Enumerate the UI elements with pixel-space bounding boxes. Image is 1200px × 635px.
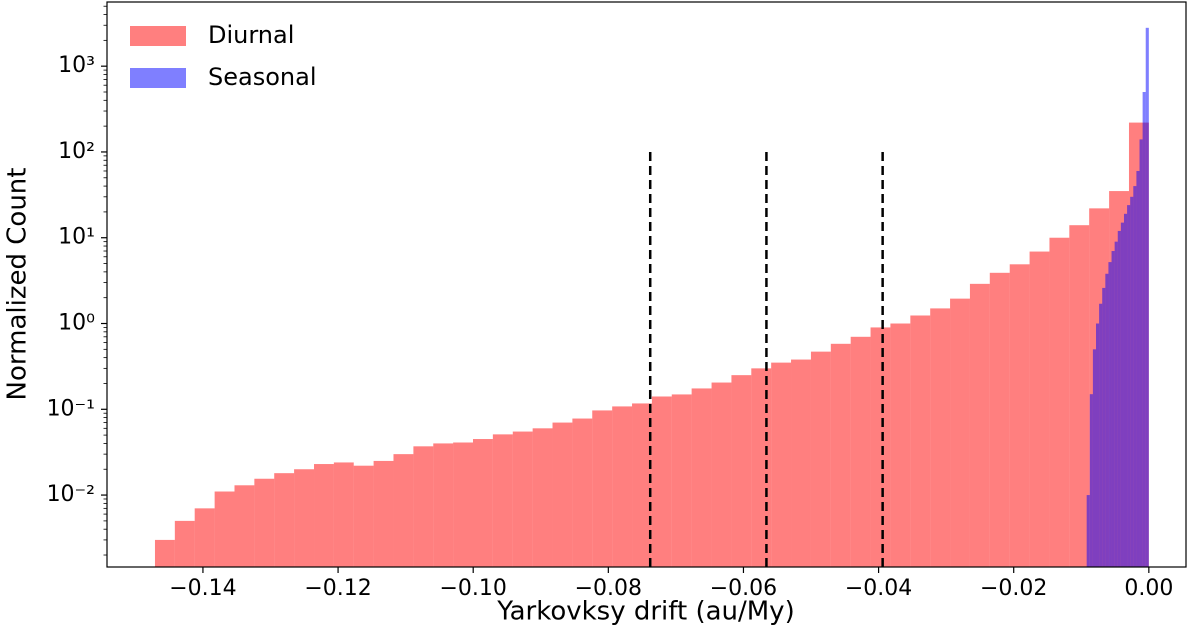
x-axis-label: Yarkovksy drift (au/My) (496, 597, 794, 627)
bar (373, 460, 394, 567)
bar (453, 442, 473, 567)
bar (1127, 205, 1131, 568)
bar (572, 418, 593, 567)
bar (771, 362, 792, 567)
legend-swatch (130, 26, 186, 46)
x-tick-label: −0.14 (169, 576, 236, 601)
bar (314, 464, 334, 567)
bar (174, 520, 195, 567)
bar (154, 539, 175, 567)
legend-label: Seasonal (208, 63, 316, 91)
bar (1092, 349, 1097, 567)
bar (1117, 230, 1121, 567)
bar (1069, 225, 1090, 568)
bar (413, 446, 434, 567)
bar (850, 336, 871, 567)
bar (274, 473, 295, 567)
bar (472, 439, 493, 567)
bar (532, 428, 553, 567)
bar (1089, 394, 1093, 567)
y-tick-label: 10² (58, 139, 95, 164)
bar (989, 272, 1010, 567)
bar (890, 323, 911, 567)
bar (393, 454, 414, 567)
x-tick-label: 0.00 (1124, 576, 1173, 601)
y-tick-label: 10⁻² (47, 482, 95, 507)
y-tick-label: 10⁻¹ (47, 396, 95, 421)
bar (1145, 27, 1149, 568)
bar (1111, 251, 1115, 567)
bar (1133, 186, 1137, 568)
bar (830, 343, 851, 567)
bar (194, 508, 215, 567)
bar (1102, 287, 1106, 567)
bar (711, 382, 732, 567)
plot-frame (106, 1, 1187, 568)
bar (1086, 495, 1090, 567)
bar (1009, 264, 1030, 567)
bar (1123, 213, 1128, 568)
bar (751, 368, 772, 567)
x-tick-label: −0.02 (980, 576, 1047, 601)
bar (1096, 323, 1100, 567)
bar (214, 491, 235, 567)
bar (612, 406, 633, 567)
bar (791, 359, 811, 567)
bar (492, 434, 513, 567)
bar (1108, 262, 1112, 567)
y-axis-label: Normalized Count (3, 168, 33, 401)
bar (1029, 251, 1050, 567)
bar (1105, 273, 1109, 567)
bar (254, 478, 275, 567)
bar (731, 375, 752, 567)
y-tick-label: 10⁰ (58, 311, 95, 336)
bar (1136, 170, 1140, 567)
bar (1130, 196, 1134, 568)
bar (910, 315, 931, 567)
bar (950, 298, 970, 567)
x-tick-label: −0.06 (710, 576, 777, 601)
bar (333, 462, 354, 567)
bar (1114, 241, 1118, 567)
bar (1099, 303, 1103, 567)
x-tick-label: −0.08 (575, 576, 642, 601)
x-tick-label: −0.12 (304, 576, 371, 601)
bar (1120, 222, 1124, 567)
y-tick-label: 10¹ (58, 225, 95, 250)
bar (1049, 237, 1070, 567)
bar (353, 465, 374, 567)
bar (651, 396, 672, 567)
bar (870, 327, 891, 567)
bar (671, 394, 692, 567)
bar (691, 388, 712, 567)
bar (234, 485, 255, 567)
bar (969, 283, 990, 567)
bar (294, 469, 315, 567)
bar (512, 431, 533, 567)
legend-label: Diurnal (208, 21, 294, 49)
bar (552, 422, 573, 567)
bar (433, 443, 454, 567)
legend-swatch (130, 68, 186, 88)
x-tick-label: −0.04 (845, 576, 912, 601)
bar (1142, 91, 1146, 567)
bar (810, 351, 831, 567)
bar (930, 308, 951, 567)
x-tick-label: −0.10 (439, 576, 506, 601)
bar (632, 403, 652, 567)
y-tick-label: 10³ (58, 53, 95, 78)
bar (592, 410, 613, 567)
bar (1139, 139, 1143, 567)
